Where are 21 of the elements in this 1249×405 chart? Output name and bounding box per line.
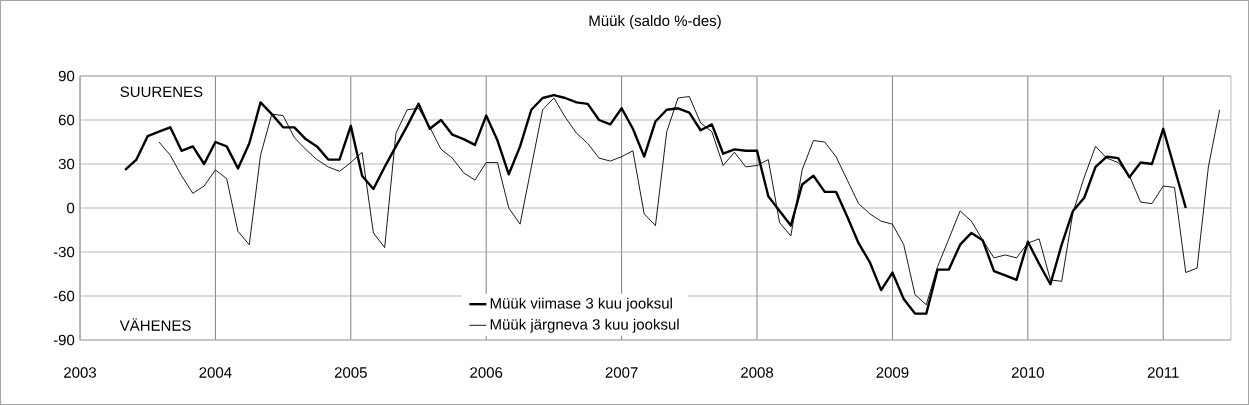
x-tick-label: 2011: [1147, 367, 1179, 378]
y-tick-label: -60: [53, 290, 75, 302]
x-tick-label: 2004: [199, 367, 232, 378]
x-tick-label: 2009: [876, 367, 909, 378]
x-tick-label: 2003: [64, 367, 97, 378]
y-tick-label: -30: [53, 246, 75, 258]
legend-label: Müük viimase 3 kuu jooksul: [490, 297, 672, 312]
y-tick-label: 60: [58, 114, 75, 126]
x-tick-label: 2010: [1011, 367, 1044, 378]
y-tick-label: 0: [67, 202, 75, 214]
x-tick-label: 2007: [605, 367, 638, 378]
annotation: VÄHENES: [119, 318, 191, 331]
y-tick-label: 30: [58, 158, 75, 170]
x-tick-label: 2005: [334, 367, 367, 378]
x-tick-label: 2006: [470, 367, 503, 378]
x-tick-label: 2008: [741, 367, 774, 378]
legend-label: Müük järgneva 3 kuu jooksul: [490, 318, 679, 333]
annotation: SUURENES: [120, 86, 203, 98]
y-tick-label: -90: [53, 334, 75, 346]
chart-title: Müük (saldo %-des): [589, 15, 721, 29]
y-tick-label: 90: [58, 70, 75, 82]
